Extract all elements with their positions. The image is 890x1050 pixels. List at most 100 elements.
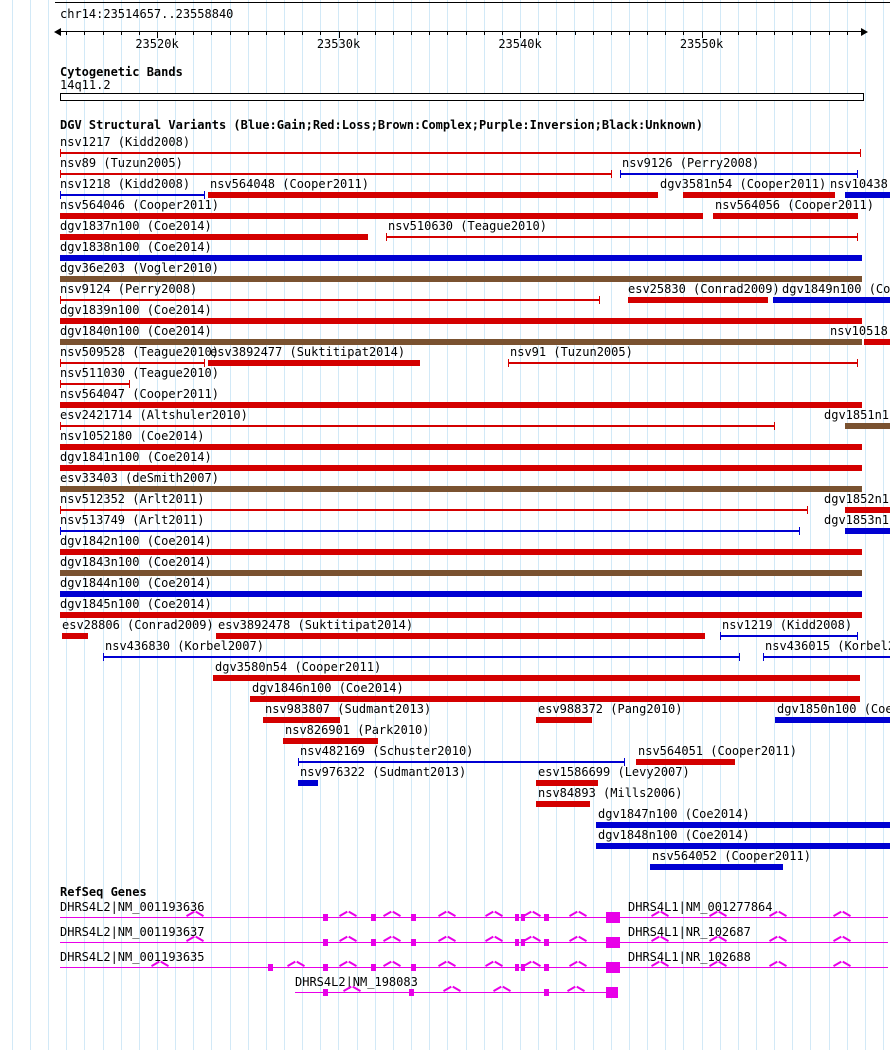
- variant-label[interactable]: dgv1842n100 (Coe2014): [60, 534, 212, 548]
- variant-label[interactable]: nsv9124 (Perry2008): [60, 282, 198, 296]
- variant-line[interactable]: [720, 635, 858, 637]
- gene-label[interactable]: DHRS4L2|NM_001193635: [60, 950, 205, 964]
- variant-bar[interactable]: [845, 507, 890, 513]
- variant-label[interactable]: nsv983807 (Sudmant2013): [265, 702, 432, 716]
- gene-intron-line[interactable]: [60, 967, 888, 968]
- variant-label[interactable]: dgv1846n100 (Coe2014): [252, 681, 404, 695]
- variant-label[interactable]: nsv436015 (Korbel2007: [765, 639, 890, 653]
- variant-bar[interactable]: [208, 360, 420, 366]
- variant-bar[interactable]: [60, 486, 862, 492]
- variant-line[interactable]: [103, 656, 740, 658]
- gene-exon[interactable]: [323, 939, 328, 946]
- variant-label[interactable]: nsv513749 (Arlt2011): [60, 513, 205, 527]
- variant-line[interactable]: [620, 173, 858, 175]
- variant-line[interactable]: [508, 362, 858, 364]
- variant-bar[interactable]: [536, 717, 592, 723]
- gene-label[interactable]: DHRS4L2|NM_198083: [295, 975, 418, 989]
- variant-label[interactable]: nsv511030 (Teague2010): [60, 366, 219, 380]
- variant-label[interactable]: nsv84893 (Mills2006): [538, 786, 683, 800]
- variant-label[interactable]: nsv1052180 (Coe2014): [60, 429, 205, 443]
- gene-exon[interactable]: [544, 914, 549, 921]
- variant-bar[interactable]: [60, 465, 862, 471]
- variant-bar[interactable]: [536, 801, 590, 807]
- variant-bar[interactable]: [845, 528, 890, 534]
- variant-label[interactable]: dgv1838n100 (Coe2014): [60, 240, 212, 254]
- variant-line[interactable]: [60, 194, 205, 196]
- variant-label[interactable]: dgv1837n100 (Coe2014): [60, 219, 212, 233]
- variant-label[interactable]: nsv482169 (Schuster2010): [300, 744, 474, 758]
- variant-bar[interactable]: [628, 297, 768, 303]
- variant-bar[interactable]: [263, 717, 340, 723]
- variant-label[interactable]: nsv512352 (Arlt2011): [60, 492, 205, 506]
- gene-exon[interactable]: [544, 939, 549, 946]
- variant-bar[interactable]: [60, 612, 862, 618]
- variant-label[interactable]: dgv1843n100 (Coe2014): [60, 555, 212, 569]
- variant-line[interactable]: [60, 299, 600, 301]
- variant-label[interactable]: esv2421714 (Altshuler2010): [60, 408, 248, 422]
- variant-label[interactable]: nsv1218 (Kidd2008): [60, 177, 191, 191]
- variant-bar[interactable]: [636, 759, 735, 765]
- variant-label[interactable]: nsv826901 (Park2010): [285, 723, 430, 737]
- variant-bar[interactable]: [683, 192, 835, 198]
- variant-label[interactable]: dgv3581n54 (Cooper2011): [660, 177, 827, 191]
- variant-bar[interactable]: [60, 213, 703, 219]
- variant-label[interactable]: esv3892477 (Suktitipat2014): [210, 345, 406, 359]
- gene-exon[interactable]: [544, 989, 549, 996]
- gene-label[interactable]: DHRS4L2|NM_001193636: [60, 900, 205, 914]
- gene-exon[interactable]: [411, 914, 416, 921]
- variant-bar[interactable]: [60, 591, 862, 597]
- variant-line[interactable]: [60, 362, 205, 364]
- variant-label[interactable]: dgv1841n100 (Coe2014): [60, 450, 212, 464]
- variant-bar[interactable]: [60, 276, 862, 282]
- variant-label[interactable]: esv1586699 (Levy2007): [538, 765, 690, 779]
- variant-label[interactable]: dgv3580n54 (Cooper2011): [215, 660, 382, 674]
- variant-label[interactable]: dgv1847n100 (Coe2014): [598, 807, 750, 821]
- variant-label[interactable]: dgv1839n100 (Coe2014): [60, 303, 212, 317]
- gene-intron-line[interactable]: [295, 992, 618, 993]
- gene-label[interactable]: DHRS4L1|NR_102687: [628, 925, 751, 939]
- variant-label[interactable]: nsv510630 (Teague2010): [388, 219, 547, 233]
- gene-exon[interactable]: [371, 939, 376, 946]
- variant-line[interactable]: [60, 173, 612, 175]
- variant-label[interactable]: nsv564051 (Cooper2011): [638, 744, 797, 758]
- gene-exon[interactable]: [515, 964, 519, 971]
- variant-bar[interactable]: [864, 339, 890, 345]
- variant-label[interactable]: nsv436830 (Korbel2007): [105, 639, 264, 653]
- variant-bar[interactable]: [283, 738, 378, 744]
- variant-label[interactable]: dgv36e203 (Vogler2010): [60, 261, 219, 275]
- gene-exon[interactable]: [521, 939, 525, 946]
- variant-label[interactable]: esv3892478 (Suktitipat2014): [218, 618, 414, 632]
- gene-intron-line[interactable]: [60, 917, 888, 918]
- variant-bar[interactable]: [60, 444, 862, 450]
- variant-label[interactable]: nsv91 (Tuzun2005): [510, 345, 633, 359]
- gene-exon[interactable]: [521, 964, 525, 971]
- variant-label[interactable]: nsv9126 (Perry2008): [622, 156, 760, 170]
- gene-exon[interactable]: [515, 914, 519, 921]
- variant-bar[interactable]: [650, 864, 783, 870]
- variant-label[interactable]: dgv1845n100 (Coe2014): [60, 597, 212, 611]
- variant-label[interactable]: nsv564048 (Cooper2011): [210, 177, 369, 191]
- variant-label[interactable]: nsv10438: [830, 177, 888, 191]
- variant-label[interactable]: dgv1844n100 (Coe2014): [60, 576, 212, 590]
- variant-bar[interactable]: [845, 423, 890, 429]
- variant-bar[interactable]: [60, 402, 862, 408]
- variant-line[interactable]: [60, 425, 775, 427]
- gene-exon[interactable]: [544, 964, 549, 971]
- gene-exon[interactable]: [323, 914, 328, 921]
- variant-line[interactable]: [60, 383, 130, 385]
- variant-label[interactable]: esv28806 (Conrad2009): [62, 618, 214, 632]
- variant-bar[interactable]: [536, 780, 598, 786]
- gene-exon[interactable]: [371, 964, 376, 971]
- gene-intron-line[interactable]: [60, 942, 888, 943]
- variant-label[interactable]: nsv10518: [830, 324, 888, 338]
- variant-bar[interactable]: [208, 192, 658, 198]
- variant-bar[interactable]: [713, 213, 858, 219]
- gene-exon[interactable]: [323, 964, 328, 971]
- variant-label[interactable]: nsv564046 (Cooper2011): [60, 198, 219, 212]
- gene-exon[interactable]: [521, 914, 525, 921]
- variant-label[interactable]: nsv1219 (Kidd2008): [722, 618, 853, 632]
- gene-label[interactable]: DHRS4L1|NM_001277864: [628, 900, 773, 914]
- variant-bar[interactable]: [60, 318, 862, 324]
- gene-exon[interactable]: [371, 914, 376, 921]
- gene-label[interactable]: DHRS4L2|NM_001193637: [60, 925, 205, 939]
